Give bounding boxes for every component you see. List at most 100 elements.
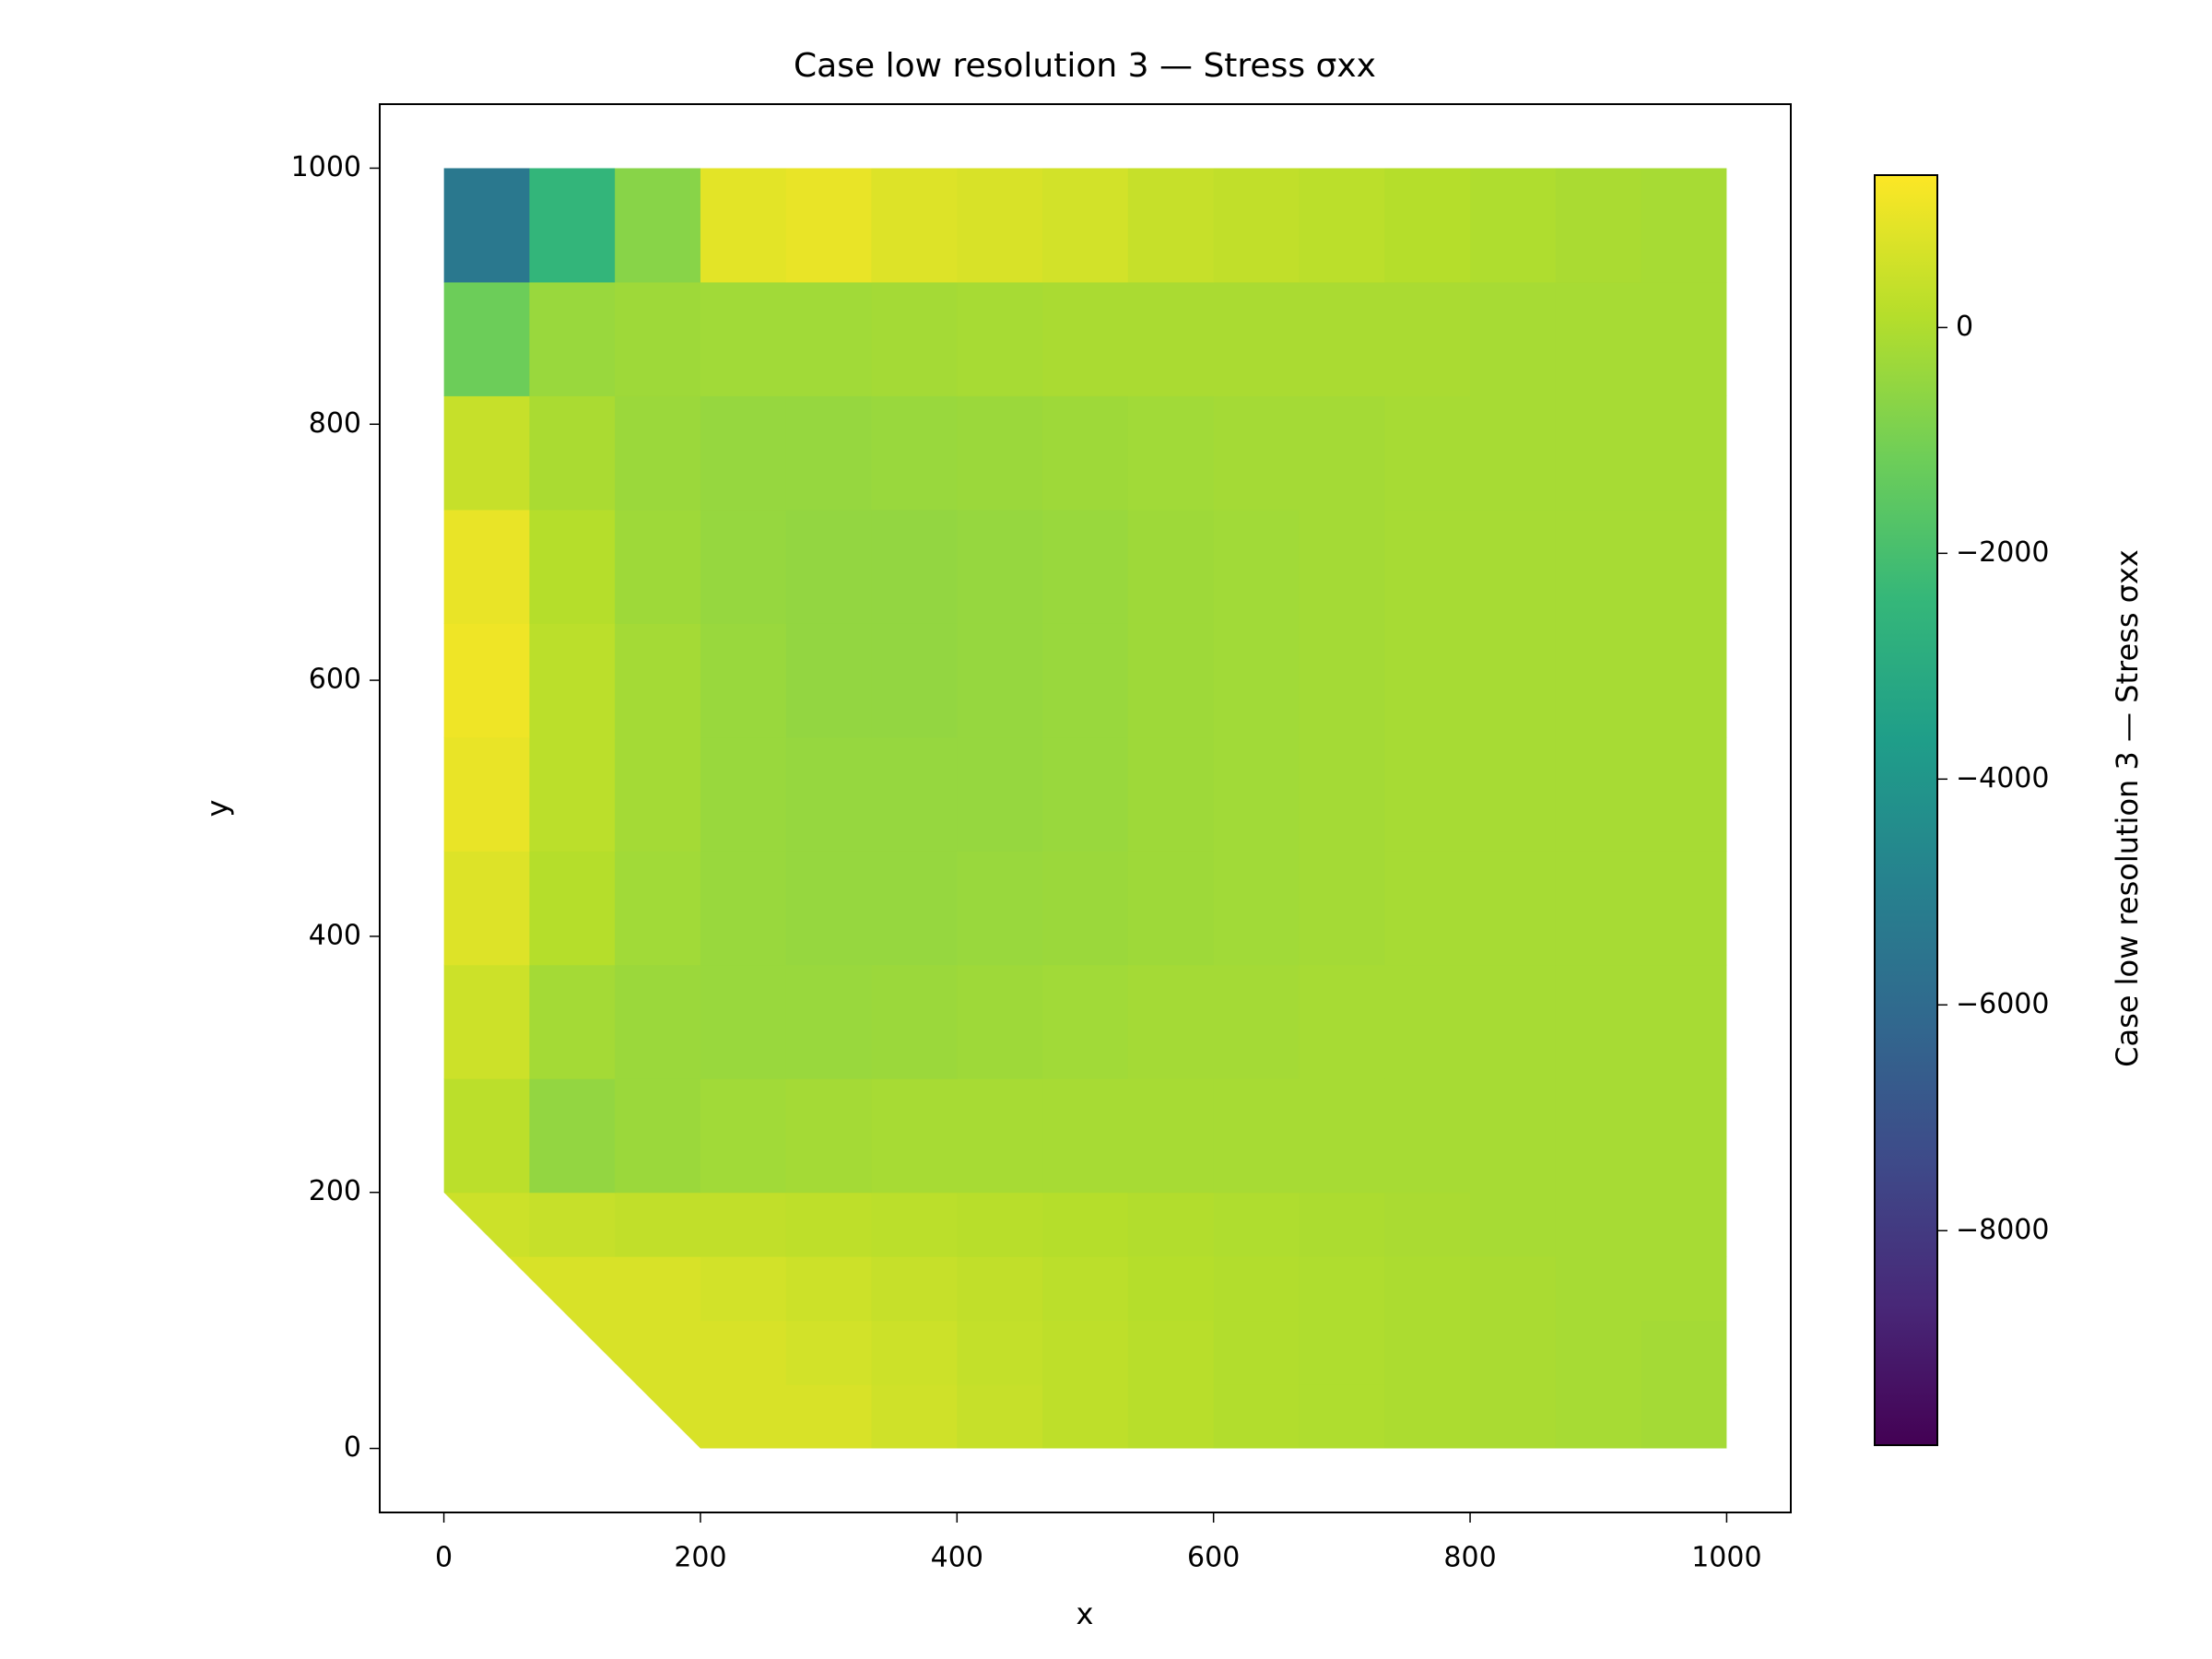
cell [1470, 623, 1557, 738]
cell [871, 509, 958, 624]
cell [529, 509, 616, 624]
cell [1299, 1192, 1385, 1257]
cell [1555, 395, 1642, 511]
cell [1127, 395, 1215, 511]
cell [1042, 964, 1129, 1079]
colorbar-tick-label: 0 [1956, 311, 1973, 343]
cell [1127, 1192, 1215, 1257]
cell [1042, 168, 1129, 283]
cell [1042, 1078, 1129, 1194]
cell [443, 168, 530, 283]
colorbar-label: Case low resolution 3 — Stress σxx [2110, 549, 2145, 1067]
cell [785, 851, 872, 966]
cell [1641, 851, 1727, 966]
cell [1299, 1078, 1385, 1194]
cell [871, 1320, 958, 1385]
x-tick-label: 200 [674, 1542, 726, 1574]
cell [1384, 851, 1471, 966]
cell [443, 1078, 530, 1194]
y-tick-label: 200 [309, 1175, 361, 1207]
cell [1470, 281, 1557, 396]
cell [700, 1320, 787, 1385]
cell [871, 623, 958, 738]
x-tick-label: 1000 [1691, 1542, 1761, 1574]
cell [615, 851, 701, 966]
cell [1641, 168, 1727, 283]
cell [957, 281, 1043, 396]
cell [871, 168, 958, 283]
cell [1384, 281, 1471, 396]
cell [1470, 964, 1557, 1079]
cell [443, 736, 530, 852]
x-tick-label: 600 [1187, 1542, 1240, 1574]
cell [1555, 736, 1642, 852]
cell [785, 1256, 872, 1322]
cell [957, 851, 1043, 966]
cell [529, 395, 616, 511]
cell [1213, 1078, 1300, 1194]
cell [1042, 1320, 1129, 1385]
cell [615, 1384, 701, 1449]
cell [529, 964, 616, 1079]
cell [1641, 509, 1727, 624]
cell [529, 1384, 616, 1449]
cell [443, 1256, 530, 1322]
cell [1213, 168, 1300, 283]
cell [957, 1078, 1043, 1194]
cell [871, 1192, 958, 1257]
cell [785, 1078, 872, 1194]
colorbar [1874, 174, 1938, 1446]
cell [1641, 1192, 1727, 1257]
cell [785, 509, 872, 624]
cell [1299, 1384, 1385, 1449]
cell [1470, 1320, 1557, 1385]
cell [1042, 509, 1129, 624]
cell [1555, 1078, 1642, 1194]
cell [1555, 851, 1642, 966]
cell [615, 168, 701, 283]
cell [529, 623, 616, 738]
cell [700, 509, 787, 624]
cell [1384, 1078, 1471, 1194]
cell [529, 281, 616, 396]
cell [1384, 509, 1471, 624]
cell [957, 1320, 1043, 1385]
cell [871, 281, 958, 396]
cell [1127, 1320, 1215, 1385]
cell [529, 851, 616, 966]
cell [785, 281, 872, 396]
cell [1384, 395, 1471, 511]
cell [1384, 168, 1471, 283]
colorbar-tick-label: −8000 [1956, 1214, 2049, 1246]
cell [1384, 1320, 1471, 1385]
cell [1213, 736, 1300, 852]
cell [700, 851, 787, 966]
cell [700, 281, 787, 396]
cell [1555, 1320, 1642, 1385]
cell [957, 395, 1043, 511]
colorbar-tick-label: −4000 [1956, 762, 2049, 794]
y-tick-label: 0 [344, 1431, 361, 1464]
cell [1555, 623, 1642, 738]
cell [1641, 736, 1727, 852]
colorbar-tick-label: −2000 [1956, 536, 2049, 569]
cell [957, 1192, 1043, 1257]
cell [700, 1256, 787, 1322]
cell [1213, 281, 1300, 396]
cell [529, 1192, 616, 1257]
cell [957, 736, 1043, 852]
cell [785, 168, 872, 283]
cell [785, 1384, 872, 1449]
cell [443, 851, 530, 966]
y-tick-label: 800 [309, 407, 361, 440]
cell [871, 964, 958, 1079]
cell [700, 964, 787, 1079]
cell [957, 168, 1043, 283]
cell [785, 623, 872, 738]
cell [1470, 509, 1557, 624]
chart-title: Case low resolution 3 — Stress σxx [794, 47, 1376, 85]
cell [615, 281, 701, 396]
cell [1384, 964, 1471, 1079]
cell [1470, 1078, 1557, 1194]
